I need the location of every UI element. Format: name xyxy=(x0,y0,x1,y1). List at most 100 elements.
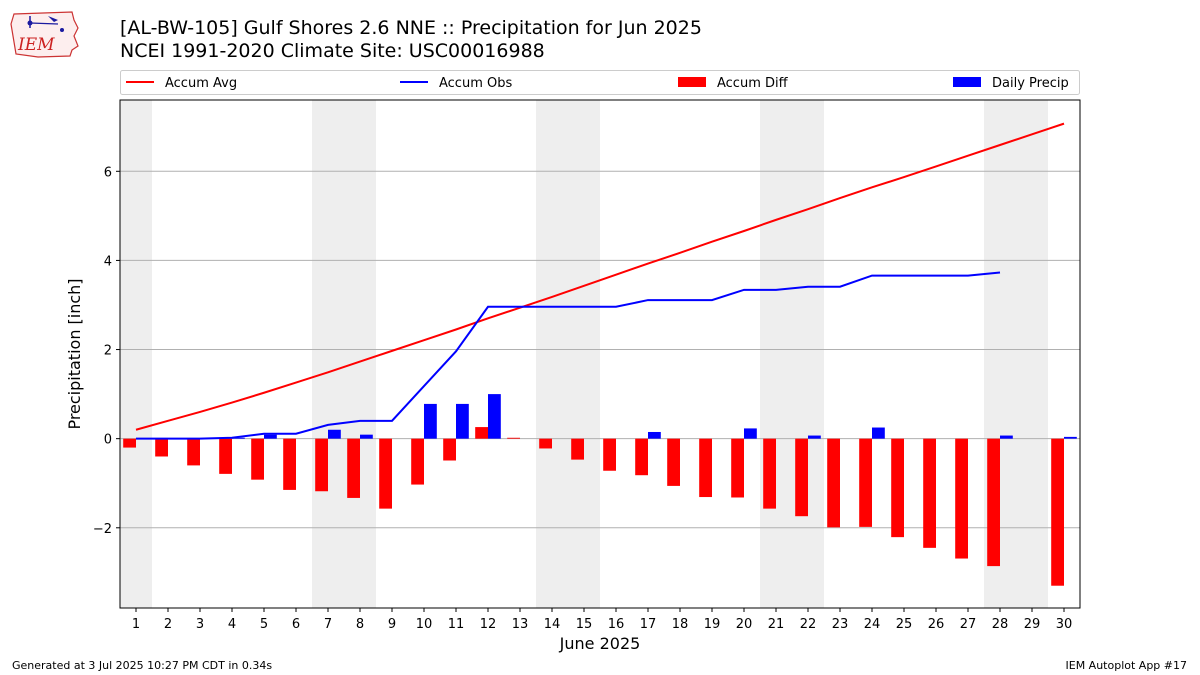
bar-accum-diff xyxy=(859,438,872,527)
legend-box xyxy=(120,70,1080,95)
bar-accum-diff xyxy=(667,438,680,486)
bar-daily-precip xyxy=(264,434,277,439)
bar-accum-diff xyxy=(123,438,136,448)
lines xyxy=(135,122,1065,440)
line-accum-avg xyxy=(135,122,1065,431)
bar-accum-diff xyxy=(187,438,200,466)
bar-daily-precip xyxy=(1000,435,1013,439)
bar-daily-precip xyxy=(232,437,245,439)
weekend-band xyxy=(312,100,376,608)
x-tick-label: 11 xyxy=(448,617,465,632)
y-tick-label: 4 xyxy=(104,254,112,269)
x-tick-label: 28 xyxy=(992,617,1009,632)
x-tick-label: 26 xyxy=(928,617,945,632)
bar-accum-diff xyxy=(155,438,168,457)
bar-accum-diff xyxy=(411,438,424,485)
x-tick-label: 10 xyxy=(416,617,433,632)
axis-ticks: 1 2 3 4 5 6 7 8 9 10 11 12 13 14 15 16 17 18 19 20 21 22 23 24 2… xyxy=(93,165,1072,632)
weekend-shading xyxy=(120,100,1048,608)
x-tick-label: 4 xyxy=(228,617,236,632)
bar-accum-diff xyxy=(219,438,232,474)
x-tick-label: 3 xyxy=(196,617,204,632)
bar-accum-diff xyxy=(603,438,616,471)
iem-logo: IEM xyxy=(8,6,82,64)
x-tick-label: 16 xyxy=(608,617,625,632)
y-tick-label: 0 xyxy=(104,433,112,448)
x-tick-label: 13 xyxy=(512,617,529,632)
x-tick-label: 7 xyxy=(324,617,332,632)
bar-daily-precip xyxy=(1064,436,1077,439)
bar-daily-precip xyxy=(328,429,341,439)
bar-daily-precip xyxy=(456,403,469,439)
x-tick-label: 21 xyxy=(768,617,785,632)
bar-accum-diff xyxy=(827,438,840,528)
chart-title: [AL-BW-105] Gulf Shores 2.6 NNE :: Preci… xyxy=(120,17,702,39)
x-tick-label: 1 xyxy=(132,617,140,632)
logo-text: IEM xyxy=(17,35,55,55)
legend-label-daily-precip: Daily Precip xyxy=(992,76,1069,91)
line-accum-obs xyxy=(136,271,1001,440)
x-tick-label: 6 xyxy=(292,617,300,632)
plot-frame xyxy=(119,99,1081,609)
bar-daily-precip xyxy=(424,403,437,439)
bar-accum-diff xyxy=(731,438,744,498)
x-tick-label: 30 xyxy=(1056,617,1073,632)
x-tick-label: 12 xyxy=(480,617,497,632)
x-tick-label: 14 xyxy=(544,617,561,632)
bar-daily-precip xyxy=(744,428,757,439)
x-tick-label: 29 xyxy=(1024,617,1041,632)
x-tick-label: 25 xyxy=(896,617,913,632)
legend-swatch-accum-diff xyxy=(678,77,706,87)
x-tick-label: 17 xyxy=(640,617,657,632)
y-tick-label: 2 xyxy=(104,344,112,359)
bar-accum-diff xyxy=(315,438,328,492)
y-tick-label: 6 xyxy=(104,165,112,180)
bar-accum-diff xyxy=(955,438,968,559)
x-tick-label: 20 xyxy=(736,617,753,632)
weekend-band xyxy=(760,100,824,608)
bar-accum-diff xyxy=(251,438,264,480)
bar-accum-diff xyxy=(891,438,904,538)
x-tick-label: 15 xyxy=(576,617,593,632)
weekend-band xyxy=(120,100,152,608)
x-tick-label: 8 xyxy=(356,617,364,632)
x-tick-label: 5 xyxy=(260,617,268,632)
bar-accum-diff xyxy=(1051,438,1064,586)
x-tick-label: 19 xyxy=(704,617,721,632)
x-tick-label: 2 xyxy=(164,617,172,632)
y-tick-label: −2 xyxy=(93,522,112,537)
bar-accum-diff xyxy=(571,438,584,460)
bar-accum-diff xyxy=(795,438,808,517)
x-tick-label: 22 xyxy=(800,617,817,632)
x-tick-label: 24 xyxy=(864,617,881,632)
x-tick-label: 18 xyxy=(672,617,689,632)
bar-daily-precip xyxy=(808,435,821,439)
bar-daily-precip xyxy=(648,431,661,439)
grid-lines xyxy=(120,170,1080,529)
legend-label-accum-diff: Accum Diff xyxy=(717,76,789,91)
x-axis-label: June 2025 xyxy=(559,634,641,653)
bar-daily-precip xyxy=(488,394,501,439)
bar-accum-diff xyxy=(283,438,296,490)
bar-accum-diff xyxy=(699,438,712,498)
y-axis-label: Precipitation [inch] xyxy=(65,278,84,429)
bar-accum-diff xyxy=(635,438,648,476)
x-tick-label: 27 xyxy=(960,617,977,632)
weekend-band xyxy=(536,100,600,608)
legend-label-accum-avg: Accum Avg xyxy=(165,76,237,91)
bars xyxy=(123,394,1077,586)
x-tick-label: 9 xyxy=(388,617,396,632)
bar-accum-diff xyxy=(539,438,552,449)
legend-label-accum-obs: Accum Obs xyxy=(439,76,512,91)
app-id: IEM Autoplot App #17 xyxy=(1065,659,1188,672)
bar-accum-diff xyxy=(987,438,1000,567)
bar-accum-diff xyxy=(923,438,936,548)
bar-daily-precip xyxy=(872,427,885,439)
legend: Accum Avg Accum Obs Accum Diff Daily Precip xyxy=(120,70,1080,95)
bar-accum-diff xyxy=(507,437,520,439)
bar-daily-precip xyxy=(360,434,373,439)
bar-accum-diff xyxy=(347,438,360,498)
bar-accum-diff xyxy=(379,438,392,509)
bar-accum-diff xyxy=(443,438,456,461)
